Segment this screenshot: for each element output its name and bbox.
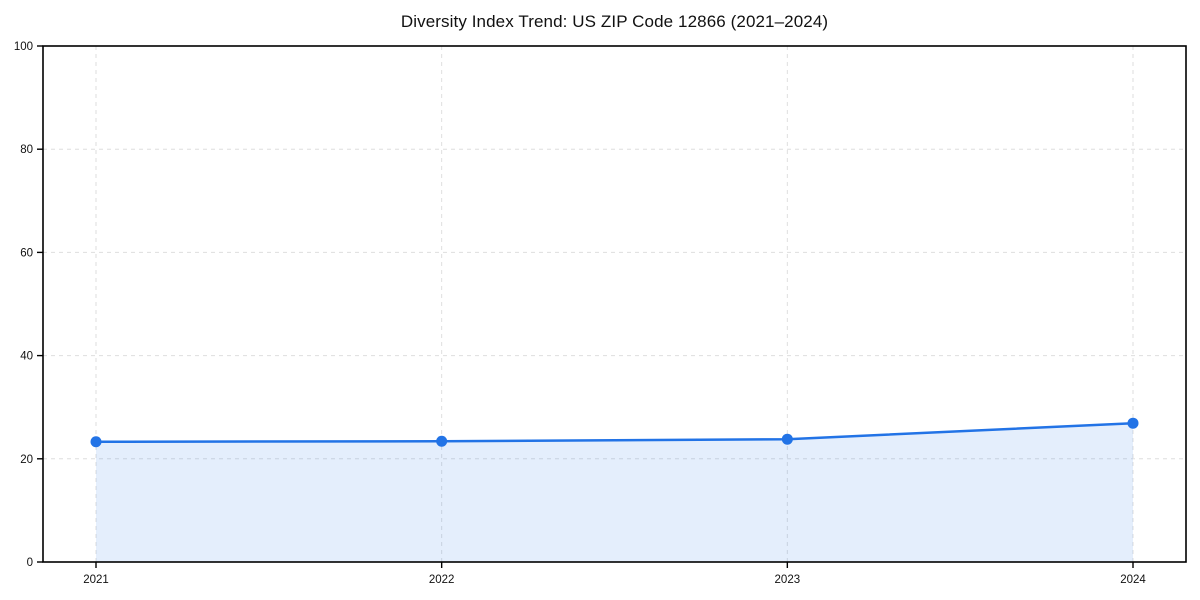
y-tick-label: 40 (20, 351, 33, 363)
y-tick-label: 0 (27, 557, 33, 569)
y-tick-label: 20 (20, 454, 33, 466)
plot-border (42, 45, 1187, 563)
chart-title: Diversity Index Trend: US ZIP Code 12866… (400, 12, 829, 31)
data-point-marker (90, 436, 102, 448)
x-tick-label: 2024 (1120, 574, 1146, 586)
x-tick-label: 2023 (775, 574, 801, 586)
x-tick-label: 2022 (429, 574, 455, 586)
data-point-marker (436, 435, 448, 447)
data-point-marker (1127, 417, 1139, 429)
y-tick-label: 60 (20, 247, 33, 259)
x-tick-label: 2021 (83, 574, 109, 586)
trend-line (94, 421, 1135, 444)
y-tick-label: 80 (20, 144, 33, 156)
y-tick-label: 100 (14, 41, 33, 53)
area-fill (96, 423, 1133, 562)
data-point-marker (781, 433, 793, 445)
